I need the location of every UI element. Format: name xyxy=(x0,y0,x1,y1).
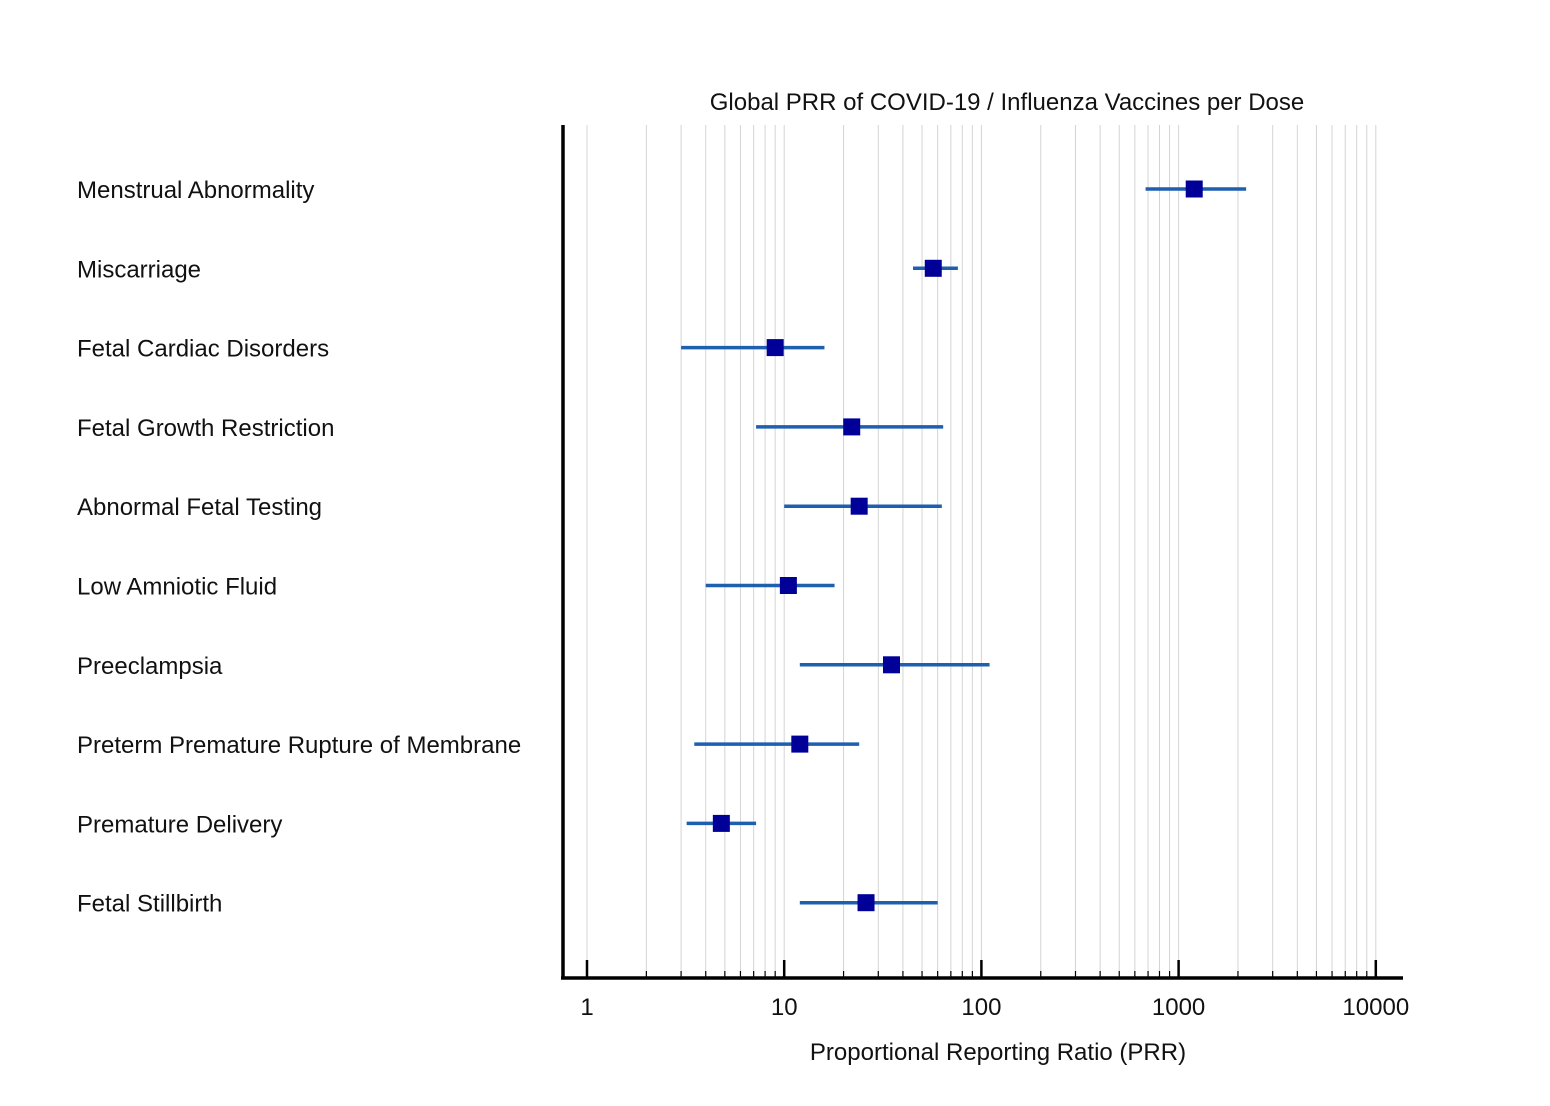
chart-title: Global PRR of COVID-19 / Influenza Vacci… xyxy=(710,89,1305,116)
category-label: Fetal Cardiac Disorders xyxy=(77,336,329,363)
category-label: Preeclampsia xyxy=(77,653,223,680)
x-tick-label: 1000 xyxy=(1152,994,1205,1021)
estimate-marker xyxy=(712,814,730,832)
estimate-marker xyxy=(843,418,861,436)
x-tick-label: 10000 xyxy=(1342,994,1409,1021)
grid-lines xyxy=(586,125,1377,978)
estimate-marker xyxy=(924,259,942,277)
category-labels: Menstrual Abnormality Miscarriage Fetal Ca… xyxy=(77,177,521,918)
category-label: Abnormal Fetal Testing xyxy=(77,494,322,521)
category-label: Fetal Growth Restriction xyxy=(77,415,334,442)
x-tick-label: 1 xyxy=(580,994,593,1021)
category-label: Menstrual Abnormality xyxy=(77,177,314,204)
confidence-intervals xyxy=(681,187,1247,905)
category-label: Fetal Stillbirth xyxy=(77,891,222,918)
estimate-marker xyxy=(850,497,868,515)
category-label: Premature Delivery xyxy=(77,811,282,838)
estimate-marker xyxy=(779,577,797,594)
estimate-marker xyxy=(766,339,784,357)
category-label: Preterm Premature Rupture of Membrane xyxy=(77,732,521,759)
category-label: Miscarriage xyxy=(77,256,201,283)
x-tick-label: 100 xyxy=(961,994,1001,1021)
estimate-marker xyxy=(1185,180,1203,198)
estimate-marker xyxy=(857,894,875,912)
category-label: Low Amniotic Fluid xyxy=(77,574,277,601)
point-estimates xyxy=(712,180,1203,912)
x-tick-label: 10 xyxy=(771,994,798,1021)
estimate-marker xyxy=(791,735,809,753)
x-axis-title: Proportional Reporting Ratio (PRR) xyxy=(810,1039,1186,1066)
x-axis-ticks: 1 10 100 1000 10000 xyxy=(580,960,1409,1021)
estimate-marker xyxy=(882,656,900,674)
